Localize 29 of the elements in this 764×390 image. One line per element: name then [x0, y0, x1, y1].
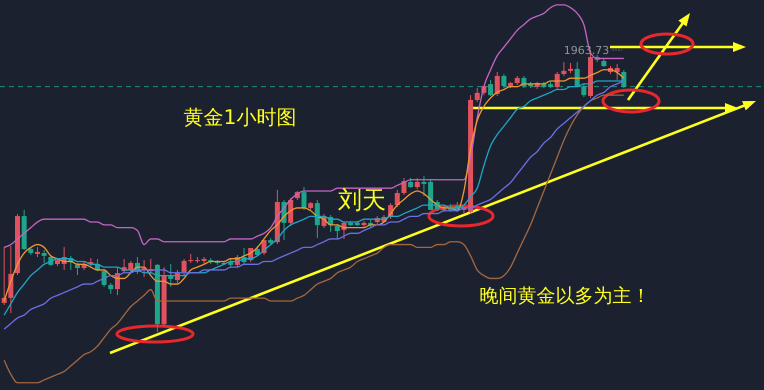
candlestick	[34, 246, 40, 258]
candlestick	[394, 189, 400, 208]
annotation: 晚间黄金以多为主！	[480, 285, 650, 307]
candlestick	[501, 73, 506, 89]
candlestick	[188, 253, 194, 264]
candlestick	[474, 88, 480, 102]
candlestick	[102, 268, 107, 288]
candlestick	[334, 223, 340, 240]
candlestick	[128, 260, 134, 272]
candlestick	[288, 198, 294, 226]
candlestick	[568, 62, 574, 74]
candlestick	[494, 71, 500, 96]
candlestick	[302, 186, 307, 210]
candlestick	[42, 249, 47, 264]
candlestick	[514, 75, 520, 86]
candlestick	[414, 178, 420, 190]
candlestick	[401, 178, 406, 196]
candlestick	[408, 178, 414, 188]
candlestick	[561, 62, 566, 76]
annotation: 刘天	[338, 186, 386, 214]
candlestick	[314, 200, 320, 239]
text: 黄金1小时图	[184, 105, 296, 129]
candlestick	[488, 79, 494, 96]
candlestick	[601, 57, 606, 68]
candlestick	[74, 262, 80, 276]
candlestick	[108, 282, 114, 294]
candlestick	[182, 258, 187, 276]
candlestick	[554, 71, 560, 90]
candlestick	[581, 84, 586, 98]
